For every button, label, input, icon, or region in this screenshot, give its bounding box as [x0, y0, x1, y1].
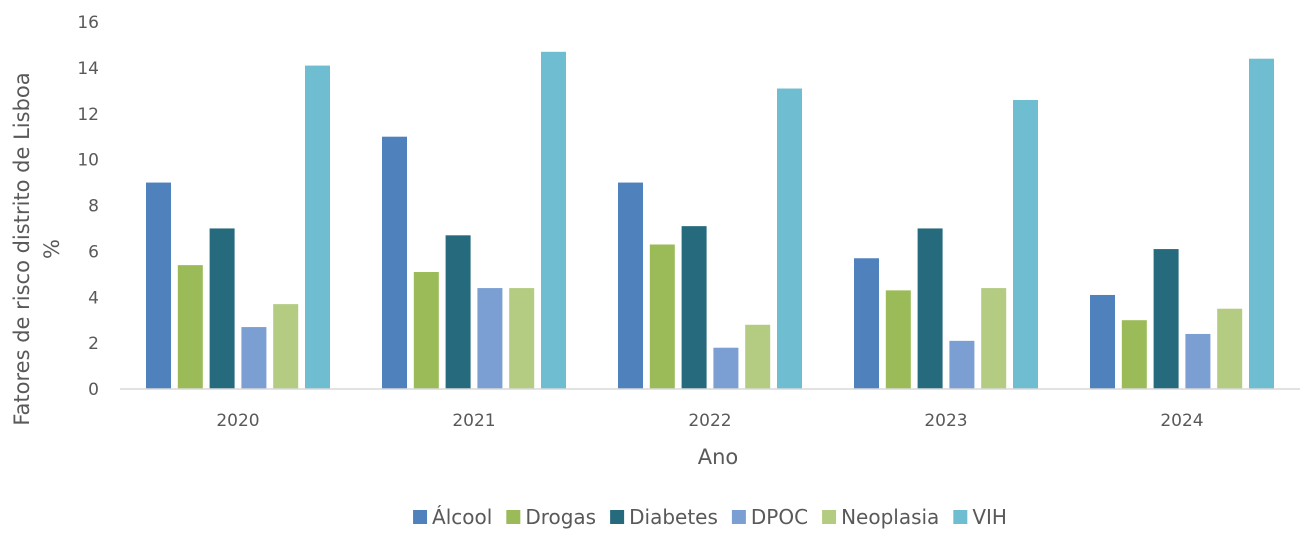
legend-label: DPOC — [751, 505, 808, 529]
bar-drogas-2024 — [1121, 320, 1147, 389]
legend-label: Neoplasia — [841, 505, 939, 529]
legend-swatch — [953, 510, 968, 524]
legend-swatch — [822, 510, 837, 524]
x-tick-label: 2021 — [452, 411, 495, 431]
bar-diabetes-2022 — [681, 226, 707, 389]
bar-vih-2021 — [541, 51, 566, 389]
x-tick-label: 2022 — [688, 411, 731, 431]
bar-vih-2024 — [1249, 58, 1274, 389]
y-tick-label: 14 — [77, 59, 99, 79]
bar-drogas-2020 — [177, 265, 203, 389]
bar-dpoc-2024 — [1185, 333, 1211, 389]
legend-swatch — [506, 510, 521, 524]
y-tick-label: 6 — [88, 242, 99, 262]
y-tick-label: 12 — [77, 105, 99, 125]
bar-alcool-2021 — [382, 136, 407, 389]
y-axis-ticks: 0 2 4 6 8 10 12 14 16 — [77, 13, 99, 400]
bar-alcool-2023 — [854, 258, 879, 389]
bar-vih-2022 — [777, 88, 802, 390]
y-tick-label: 0 — [88, 380, 99, 400]
bar-alcool-2022 — [618, 182, 643, 389]
y-axis-title: Fatores de risco distrito de Lisboa — [10, 72, 34, 425]
x-tick-label: 2020 — [216, 411, 259, 431]
bar-neoplasia-2021 — [509, 288, 535, 389]
bar-dpoc-2022 — [713, 347, 739, 389]
y-tick-label: 2 — [88, 334, 99, 354]
legend-label: Álcool — [432, 505, 492, 529]
bar-dpoc-2021 — [477, 288, 503, 389]
bar-neoplasia-2022 — [745, 324, 771, 389]
bars — [146, 51, 1274, 390]
bar-dpoc-2020 — [241, 327, 267, 389]
legend-swatch — [610, 510, 625, 524]
y-tick-label: 16 — [77, 13, 99, 33]
legend-label: Diabetes — [629, 505, 718, 529]
legend-label: VIH — [972, 505, 1007, 529]
bar-neoplasia-2020 — [273, 304, 299, 389]
bar-dpoc-2023 — [949, 340, 975, 389]
bar-diabetes-2024 — [1153, 249, 1179, 389]
legend-swatch — [731, 510, 746, 524]
bar-alcool-2024 — [1090, 294, 1115, 389]
y-tick-label: 8 — [88, 197, 99, 217]
x-axis-title: Ano — [698, 445, 739, 469]
x-axis-ticks: 2020 2021 2022 2023 2024 — [216, 411, 1203, 431]
x-tick-label: 2023 — [924, 411, 967, 431]
legend: Álcool Drogas Diabetes DPOC Neoplasia VIH — [413, 505, 1007, 529]
legend-swatch — [413, 510, 428, 524]
bar-diabetes-2021 — [445, 235, 471, 389]
x-tick-label: 2024 — [1160, 411, 1203, 431]
bar-neoplasia-2023 — [981, 288, 1007, 389]
y-tick-label: 4 — [88, 288, 99, 308]
y-tick-label: 10 — [77, 151, 99, 171]
bar-drogas-2022 — [649, 244, 675, 389]
legend-label: Drogas — [525, 505, 596, 529]
bar-vih-2020 — [305, 65, 330, 390]
bar-neoplasia-2024 — [1217, 308, 1243, 389]
bar-drogas-2023 — [885, 290, 911, 389]
bar-drogas-2021 — [413, 272, 439, 389]
bar-vih-2023 — [1013, 99, 1038, 390]
bar-alcool-2020 — [146, 182, 171, 389]
bar-diabetes-2020 — [209, 228, 235, 389]
y-axis-title-unit: % — [40, 239, 64, 259]
bar-diabetes-2023 — [917, 228, 943, 389]
